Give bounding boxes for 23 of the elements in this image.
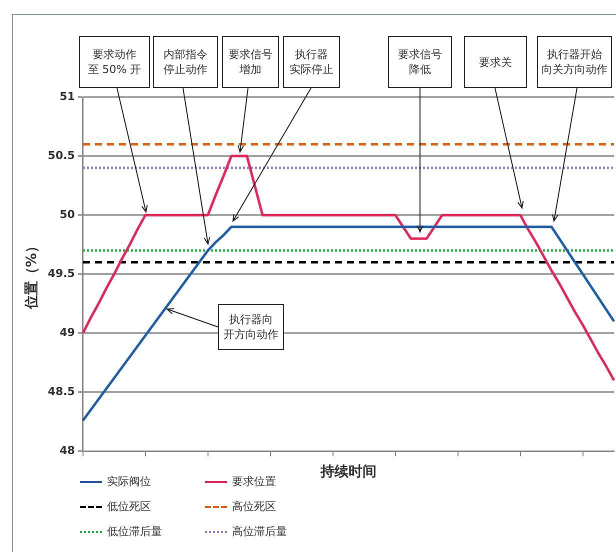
text: 要求关 [479,54,512,70]
y-tick-label: 50 [60,208,76,221]
legend-label: 高位死区 [232,499,276,514]
text: 要求动作至 50% 开 [88,47,142,77]
legend-label: 要求位置 [232,474,276,489]
legend-label: 实际阀位 [107,474,151,489]
legend-label: 高位滞后量 [232,524,287,539]
annotation: 执行器向开方向动作 [224,312,278,342]
y-tick-label: 51 [60,90,75,103]
text: 执行器开始向关方向动作 [542,47,608,77]
y-axis-title: 位置（%） [24,239,40,310]
y-tick-label: 48.5 [48,385,75,398]
text: 执行器实际停止 [290,47,334,77]
y-tick-label: 48 [60,444,75,458]
y-tick-label: 49 [60,326,75,339]
legend-label: 低位滞后量 [107,524,162,539]
text: 内部指令停止动作 [164,47,208,77]
legend-label: 低位死区 [107,499,151,514]
text: 要求信号降低 [398,47,442,77]
x-axis-title: 持续时间 [319,464,376,480]
y-tick-label: 50.5 [48,148,75,162]
y-tick-label: 49.5 [48,266,75,280]
text: 要求信号增加 [228,47,272,77]
